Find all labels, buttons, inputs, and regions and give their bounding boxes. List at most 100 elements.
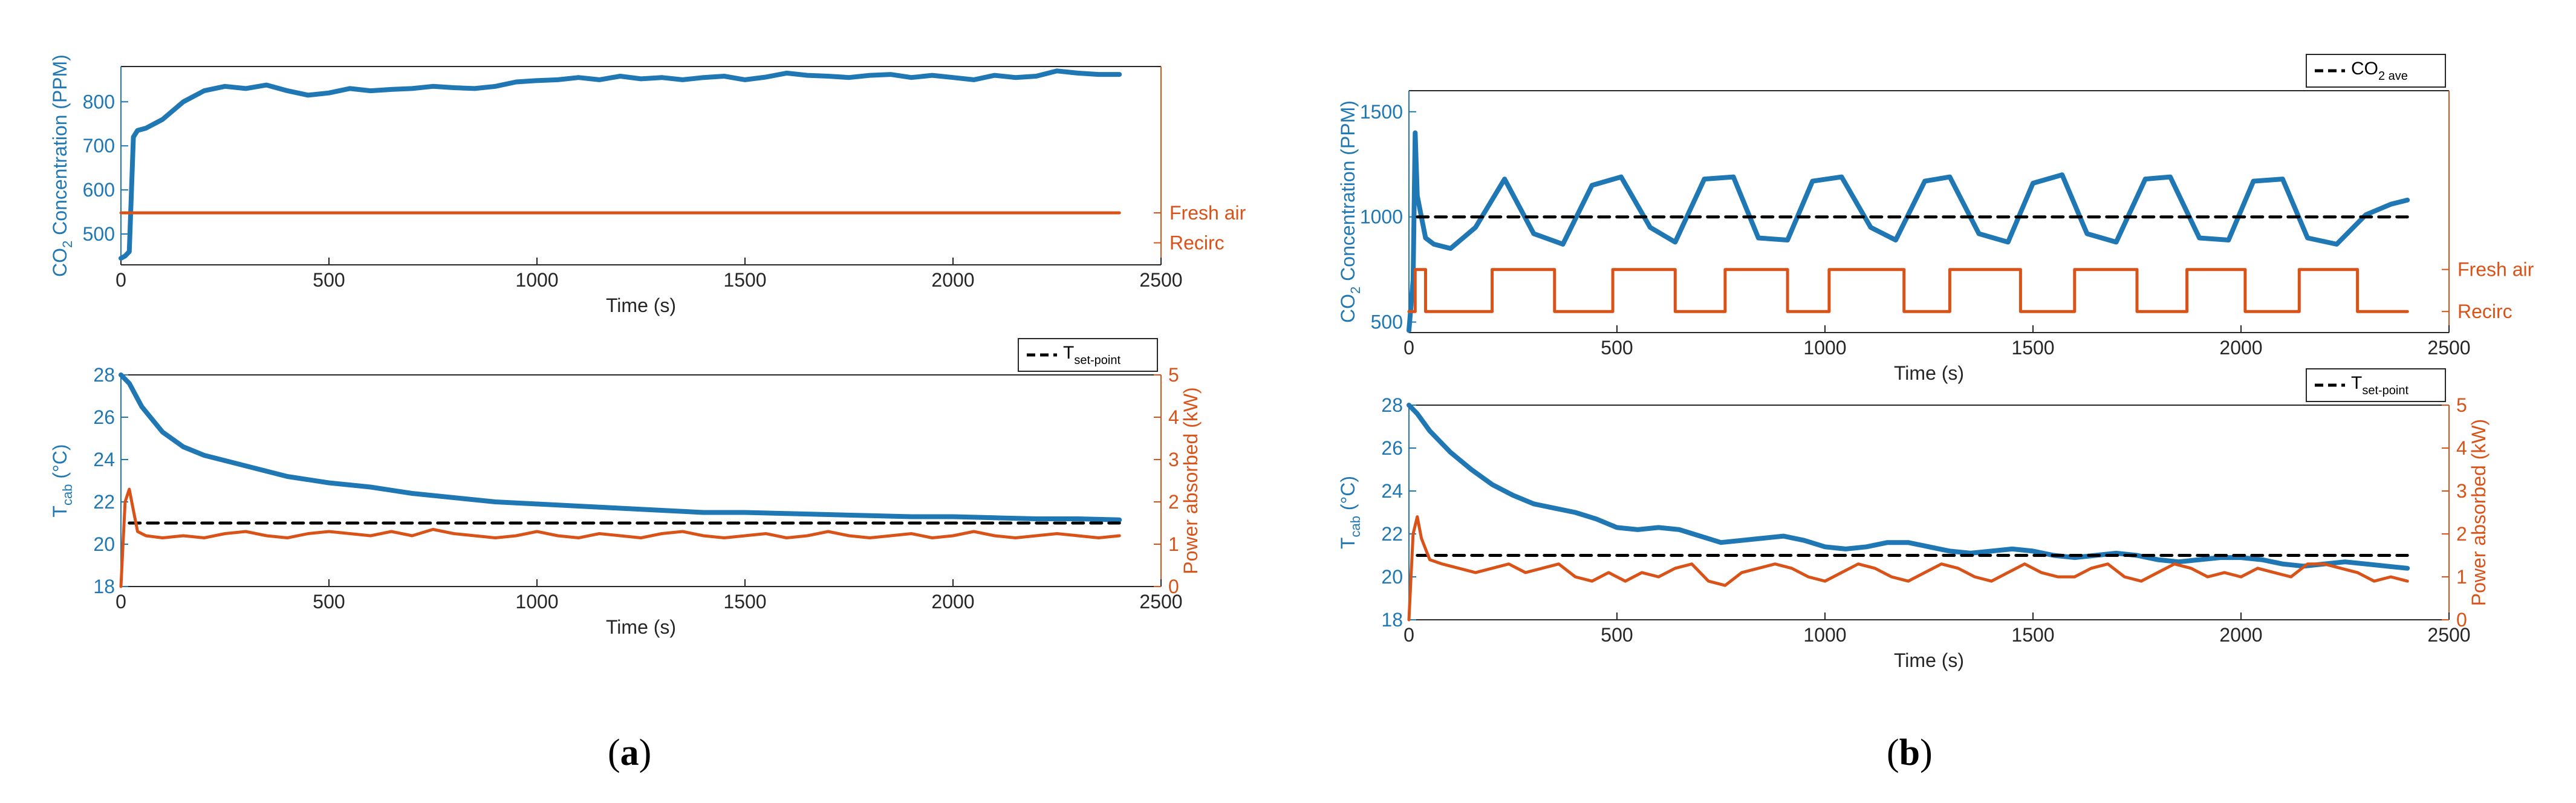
y-left-tick-label: 700 — [83, 135, 115, 157]
y-right-tick-label: 3 — [1168, 449, 1179, 470]
y-right-axis-label: Power absorbed (kW) — [1180, 387, 1202, 574]
series-tcab — [119, 372, 1122, 522]
x-tick-label: 0 — [1403, 624, 1414, 646]
y-left-tick-label: 1500 — [1360, 101, 1403, 123]
x-axis-label: Time (s) — [606, 616, 676, 638]
x-tick-label: 500 — [1601, 624, 1633, 646]
x-tick-label: 2000 — [931, 269, 974, 291]
y-right-tick-label: 5 — [2456, 394, 2467, 416]
y-left-tick-label: 28 — [1381, 394, 1403, 416]
y-left-tick-label: 18 — [1381, 609, 1403, 631]
series-tcab — [1407, 403, 2410, 571]
caption-b: (b) — [1887, 732, 1933, 775]
x-tick-label: 2000 — [2219, 337, 2262, 359]
series-co2 — [1407, 130, 2410, 333]
y-right-tick-label: Recirc — [1169, 232, 1225, 254]
y-right-tick-label: Fresh air — [1169, 202, 1246, 224]
x-tick-label: 1500 — [723, 591, 766, 613]
y-left-tick-label: 22 — [1381, 523, 1403, 545]
x-tick-label: 1000 — [515, 591, 558, 613]
y-left-axis-label: Tcab (°C) — [49, 444, 75, 517]
y-left-axis-label: Tcab (°C) — [1337, 476, 1363, 549]
x-tick-label: 0 — [115, 269, 126, 291]
y-left-tick-label: 20 — [1381, 566, 1403, 588]
x-tick-label: 1000 — [1803, 624, 1846, 646]
y-left-axis-label: CO2 Concentration (PPM) — [49, 54, 75, 277]
y-right-tick-label: 2 — [1168, 491, 1179, 513]
legend-label: Tset-point — [2351, 373, 2408, 397]
series-power-absorbed — [119, 487, 1121, 588]
caption-b-open: ( — [1887, 732, 1899, 773]
y-left-tick-label: 1000 — [1360, 206, 1403, 228]
y-right-label-group: Power absorbed (kW) — [2468, 419, 2490, 606]
y-right-tick-label: 1 — [2456, 566, 2467, 588]
y-right-tick-label: 4 — [1168, 406, 1179, 428]
x-tick-label: 2500 — [2427, 624, 2470, 646]
x-tick-label: 2000 — [2219, 624, 2262, 646]
x-tick-label: 2500 — [1139, 269, 1182, 291]
x-tick-label: 500 — [1601, 337, 1633, 359]
y-left-tick-label: 18 — [93, 576, 115, 597]
y-left-label-group: CO2 Concentration (PPM) — [49, 54, 75, 277]
y-right-tick-label: 1 — [1168, 533, 1179, 555]
x-axis-label: Time (s) — [606, 294, 676, 316]
caption-a-open: ( — [608, 732, 620, 773]
legend: CO2 ave — [2306, 54, 2446, 88]
chart-a-top: 0 500 1000 1500 2000 2500 Time (s) 500 600 700 800… — [49, 54, 1246, 316]
y-left-axis-label: CO2 Concentration (PPM) — [1337, 100, 1363, 323]
y-right-label-group: Power absorbed (kW) — [1180, 387, 1202, 574]
y-right-tick-label: Recirc — [2457, 301, 2513, 322]
x-tick-label: 1500 — [2011, 624, 2054, 646]
x-tick-label: 1000 — [515, 269, 558, 291]
x-tick-label: 2500 — [2427, 337, 2470, 359]
y-left-tick-label: 500 — [83, 223, 115, 245]
x-tick-label: 2000 — [931, 591, 974, 613]
y-left-label-group: Tcab (°C) — [1337, 476, 1363, 549]
x-axis-label: Time (s) — [1894, 362, 1964, 384]
y-left-tick-label: 26 — [1381, 437, 1403, 459]
y-left-label-group: CO2 Concentration (PPM) — [1337, 100, 1363, 323]
y-left-tick-label: 26 — [93, 406, 115, 428]
y-right-tick-label: 5 — [1168, 364, 1179, 386]
caption-a: (a) — [608, 732, 651, 775]
y-left-tick-label: 20 — [93, 533, 115, 555]
legend: Tset-point — [1018, 338, 1158, 372]
x-axis-label: Time (s) — [1894, 649, 1964, 671]
y-left-tick-label: 800 — [83, 91, 115, 112]
y-left-tick-label: 24 — [93, 449, 115, 470]
y-right-tick-label: 2 — [2456, 523, 2467, 545]
y-left-tick-label: 24 — [1381, 480, 1403, 502]
y-right-tick-label: 4 — [2456, 437, 2467, 459]
y-right-axis-label: Power absorbed (kW) — [2468, 419, 2490, 606]
y-left-label-group: Tcab (°C) — [49, 444, 75, 517]
x-tick-label: 2500 — [1139, 591, 1182, 613]
caption-b-close: ) — [1920, 732, 1933, 773]
y-right-tick-label: 0 — [2456, 609, 2467, 631]
x-tick-label: 0 — [1403, 337, 1414, 359]
legend-label: Tset-point — [1063, 343, 1120, 367]
y-right-tick-label: Fresh air — [2457, 259, 2534, 281]
series-damper-mode — [1407, 268, 2409, 313]
caption-a-letter: a — [620, 732, 639, 773]
legend-label: CO2 ave — [2351, 59, 2408, 83]
y-left-tick-label: 500 — [1371, 311, 1403, 333]
x-tick-label: 1000 — [1803, 337, 1846, 359]
y-right-tick-label: 0 — [1168, 576, 1179, 597]
x-tick-label: 500 — [313, 591, 345, 613]
legend: Tset-point — [2306, 368, 2446, 402]
x-tick-label: 1500 — [723, 269, 766, 291]
caption-b-letter: b — [1899, 732, 1921, 773]
y-left-tick-label: 22 — [93, 491, 115, 513]
caption-a-close: ) — [639, 732, 652, 773]
series-power-absorbed — [1407, 515, 2409, 622]
x-tick-label: 1500 — [2011, 337, 2054, 359]
series-co2 — [119, 68, 1122, 261]
x-tick-label: 0 — [115, 591, 126, 613]
y-left-tick-label: 600 — [83, 179, 115, 201]
x-tick-label: 500 — [313, 269, 345, 291]
y-left-tick-label: 28 — [93, 364, 115, 386]
